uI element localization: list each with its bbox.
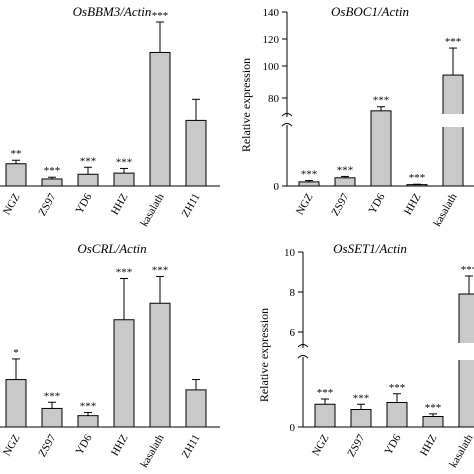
- category-label-p3-ngz: NGZ: [1, 432, 23, 458]
- panel-osset1: OsSET1/Actin Relative expression 0 6 8 1…: [257, 241, 474, 470]
- panel-title-osboc1: OsBOC1/Actin: [331, 4, 409, 19]
- tick-label-0-osboc1: 0: [274, 181, 280, 193]
- bar-p3-yd6: [77, 415, 99, 428]
- axis-break-mark-osboc1: [281, 113, 293, 127]
- significance-p2-yd6: ***: [373, 95, 390, 107]
- category-label-p4-hhz: HHZ: [418, 432, 440, 458]
- bar-p3-zs97: [41, 407, 63, 428]
- bar-p1-zh11: [185, 119, 207, 187]
- axis-break-mark-osset1: [297, 344, 309, 359]
- significance-p1-ngz: **: [11, 148, 22, 160]
- panel-title-oscrl: OsCRL/Actin: [77, 241, 146, 256]
- significance-p3-ngz: *: [13, 347, 19, 359]
- bar-p1-zs97: [41, 178, 63, 187]
- bars-osboc1: *** NGZ *** ZS97 *** YD6 *** HHZ *** kasalath: [294, 36, 464, 229]
- category-label-p4-yd6: YD6: [383, 432, 404, 457]
- significance-p3-zs97: ***: [44, 390, 61, 402]
- tick-label-6-osset1: 6: [290, 327, 296, 339]
- significance-p3-hhz: ***: [116, 267, 133, 279]
- tick-label-8-osset1: 8: [290, 287, 296, 299]
- category-label-p1-yd6: YD6: [74, 191, 95, 216]
- category-label-p3-zh11: ZH11: [180, 433, 203, 461]
- significance-p4-ngz: ***: [317, 387, 334, 399]
- significance-p3-yd6: ***: [80, 401, 97, 413]
- bar-p4-yd6: [386, 402, 408, 428]
- tick-label-10-osset1: 10: [284, 247, 296, 259]
- bar-break-p4-kasalath: [458, 343, 474, 360]
- bar-p2-yd6: [370, 110, 392, 187]
- bars-oscrl: * NGZ *** ZS97 *** YD6 *** HHZ *** kasalath ZH11: [1, 264, 207, 470]
- panel-title-osbbm3: OsBBM3/Actin: [73, 4, 152, 19]
- panel-title-osset1: OsSET1/Actin: [333, 241, 407, 256]
- tick-label-100-osboc1: 100: [263, 61, 280, 73]
- bar-p3-kasalath: [149, 302, 171, 428]
- bar-p2-kasalath: [442, 74, 464, 187]
- bar-p3-hhz: [113, 319, 135, 428]
- bar-p3-zh11: [185, 389, 207, 428]
- category-label-p3-kasalath: kasalath: [138, 432, 167, 470]
- bar-break-p2-kasalath: [442, 114, 464, 127]
- significance-p1-hhz: ***: [116, 156, 133, 168]
- significance-p3-kasalath: ***: [152, 264, 169, 276]
- significance-p2-hhz: ***: [409, 172, 426, 184]
- bar-p1-yd6: [77, 173, 99, 187]
- bar-p1-kasalath: [149, 51, 171, 187]
- tick-label-0-osset1: 0: [290, 422, 296, 434]
- category-label-p2-yd6: YD6: [367, 191, 388, 216]
- category-label-p1-zh11: ZH11: [180, 192, 203, 220]
- tick-label-80-osboc1: 80: [268, 93, 280, 105]
- category-label-p3-yd6: YD6: [74, 432, 95, 457]
- category-label-p3-zs97: ZS97: [36, 432, 59, 459]
- bar-p2-zs97: [334, 177, 356, 187]
- bar-p1-ngz: [5, 163, 27, 187]
- significance-p2-kasalath: ***: [445, 36, 462, 48]
- bar-p4-zs97: [350, 409, 372, 428]
- bar-p4-hhz: [422, 416, 444, 428]
- category-label-p2-kasalath: kasalath: [431, 191, 460, 229]
- category-label-p2-ngz: NGZ: [294, 191, 316, 217]
- bar-p2-hhz: [406, 184, 428, 187]
- significance-p4-zs97: ***: [353, 392, 370, 404]
- significance-p1-kasalath: ***: [152, 10, 169, 22]
- y-axis-label-osboc1: Relative expression: [239, 58, 253, 152]
- panel-osboc1: OsBOC1/Actin Relative expression 0 80 10…: [239, 4, 474, 229]
- category-label-p4-kasalath: kasalath: [447, 432, 474, 470]
- significance-p4-yd6: ***: [389, 382, 406, 394]
- significance-p2-ngz: ***: [301, 169, 318, 181]
- bar-p3-ngz: [5, 379, 27, 428]
- significance-p4-kasalath: ***: [461, 264, 474, 276]
- category-label-p4-ngz: NGZ: [310, 432, 332, 458]
- bars-osset1: *** NGZ *** ZS97 *** YD6 *** HHZ *** kasalath: [310, 264, 474, 470]
- bars-osbbm3: ** NGZ *** ZS97 *** YD6 *** HHZ *** kasalath ZH11: [1, 10, 207, 229]
- bar-p2-ngz: [298, 181, 320, 187]
- y-axis-label-osset1: Relative expression: [257, 308, 271, 402]
- bar-p4-kasalath: [458, 293, 474, 428]
- category-label-p1-zs97: ZS97: [36, 191, 59, 218]
- significance-p1-yd6: ***: [80, 155, 97, 167]
- panel-osbbm3: OsBBM3/Actin ** NGZ *** ZS97 *** YD6 *** HHZ ***…: [0, 4, 220, 229]
- category-label-p1-hhz: HHZ: [109, 191, 131, 217]
- significance-p1-zs97: ***: [44, 165, 61, 177]
- category-label-p1-ngz: NGZ: [1, 191, 23, 217]
- panel-oscrl: OsCRL/Actin * NGZ *** ZS97 *** YD6 *** HHZ *** ka…: [0, 241, 220, 470]
- tick-label-140-osboc1: 140: [263, 7, 280, 19]
- category-label-p1-kasalath: kasalath: [138, 191, 167, 229]
- category-label-p3-hhz: HHZ: [109, 432, 131, 458]
- significance-p2-zs97: ***: [337, 164, 354, 176]
- category-label-p4-zs97: ZS97: [345, 432, 368, 459]
- category-label-p2-hhz: HHZ: [402, 191, 424, 217]
- bar-p1-hhz: [113, 172, 135, 187]
- category-label-p2-zs97: ZS97: [329, 191, 352, 218]
- bar-p4-ngz: [314, 403, 336, 428]
- tick-label-120-osboc1: 120: [263, 34, 280, 46]
- significance-p4-hhz: ***: [425, 402, 442, 414]
